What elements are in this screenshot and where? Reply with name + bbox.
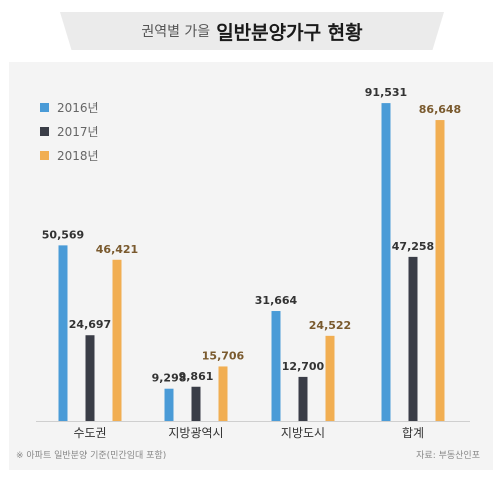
value-label-2018년-지방광역시: 15,706 xyxy=(202,349,245,362)
bar-2018년-합계 xyxy=(435,120,445,421)
legend-swatch-2016 xyxy=(40,102,49,112)
bar-2018년-지방광역시 xyxy=(218,366,228,421)
bar-2016년-지방도시 xyxy=(271,311,281,421)
category-label-수도권: 수도권 xyxy=(73,426,106,440)
bar-2017년-합계 xyxy=(408,256,418,421)
bar-2018년-지방도시 xyxy=(325,335,335,421)
category-label-지방광역시: 지방광역시 xyxy=(168,426,223,440)
bar-2016년-지방광역시 xyxy=(164,388,174,421)
legend-label-2018: 2018년 xyxy=(57,148,99,163)
value-label-2016년-지방도시: 31,664 xyxy=(255,294,298,307)
legend-label-2017: 2017년 xyxy=(57,124,99,139)
category-label-지방도시: 지방도시 xyxy=(281,426,325,440)
bar-2017년-지방광역시 xyxy=(191,386,201,421)
legend-swatch-2018 xyxy=(40,150,49,160)
value-label-2018년-합계: 86,648 xyxy=(419,103,461,116)
value-label-2017년-지방광역시: 9,861 xyxy=(179,370,214,383)
chart-title: 일반분양가구 현황 xyxy=(216,21,363,44)
value-label-2017년-지방도시: 12,700 xyxy=(282,360,325,373)
legend-swatch-2017 xyxy=(40,126,49,136)
legend-item-2017: 2017년 xyxy=(40,119,99,143)
footnote: ※ 아파트 일반분양 기준(민간임대 포함) xyxy=(16,451,167,461)
value-label-2016년-합계: 91,531 xyxy=(365,86,407,99)
source-note: 자료: 부동산인포 xyxy=(416,451,480,461)
bar-2017년-지방도시 xyxy=(298,376,308,421)
value-label-2018년-지방도시: 24,522 xyxy=(309,319,351,332)
value-label-2018년-수도권: 46,421 xyxy=(96,243,138,256)
title-banner: 권역별 가을 일반분양가구 현황 xyxy=(60,12,444,50)
bar-2017년-수도권 xyxy=(85,335,95,421)
bar-2016년-합계 xyxy=(381,103,391,421)
legend: 2016년 2017년 2018년 xyxy=(40,95,99,167)
bar-2018년-수도권 xyxy=(112,259,122,421)
value-label-2016년-수도권: 50,569 xyxy=(42,228,84,241)
category-label-합계: 합계 xyxy=(402,426,424,440)
value-label-2017년-수도권: 24,697 xyxy=(69,318,111,331)
legend-item-2018: 2018년 xyxy=(40,143,99,167)
chart-subtitle: 권역별 가을 xyxy=(141,24,211,40)
bar-2016년-수도권 xyxy=(58,245,68,421)
legend-label-2016: 2016년 xyxy=(57,100,99,115)
value-label-2016년-지방광역시: 9,298 xyxy=(152,372,187,385)
value-label-2017년-합계: 47,258 xyxy=(392,240,434,253)
legend-item-2016: 2016년 xyxy=(40,95,99,119)
